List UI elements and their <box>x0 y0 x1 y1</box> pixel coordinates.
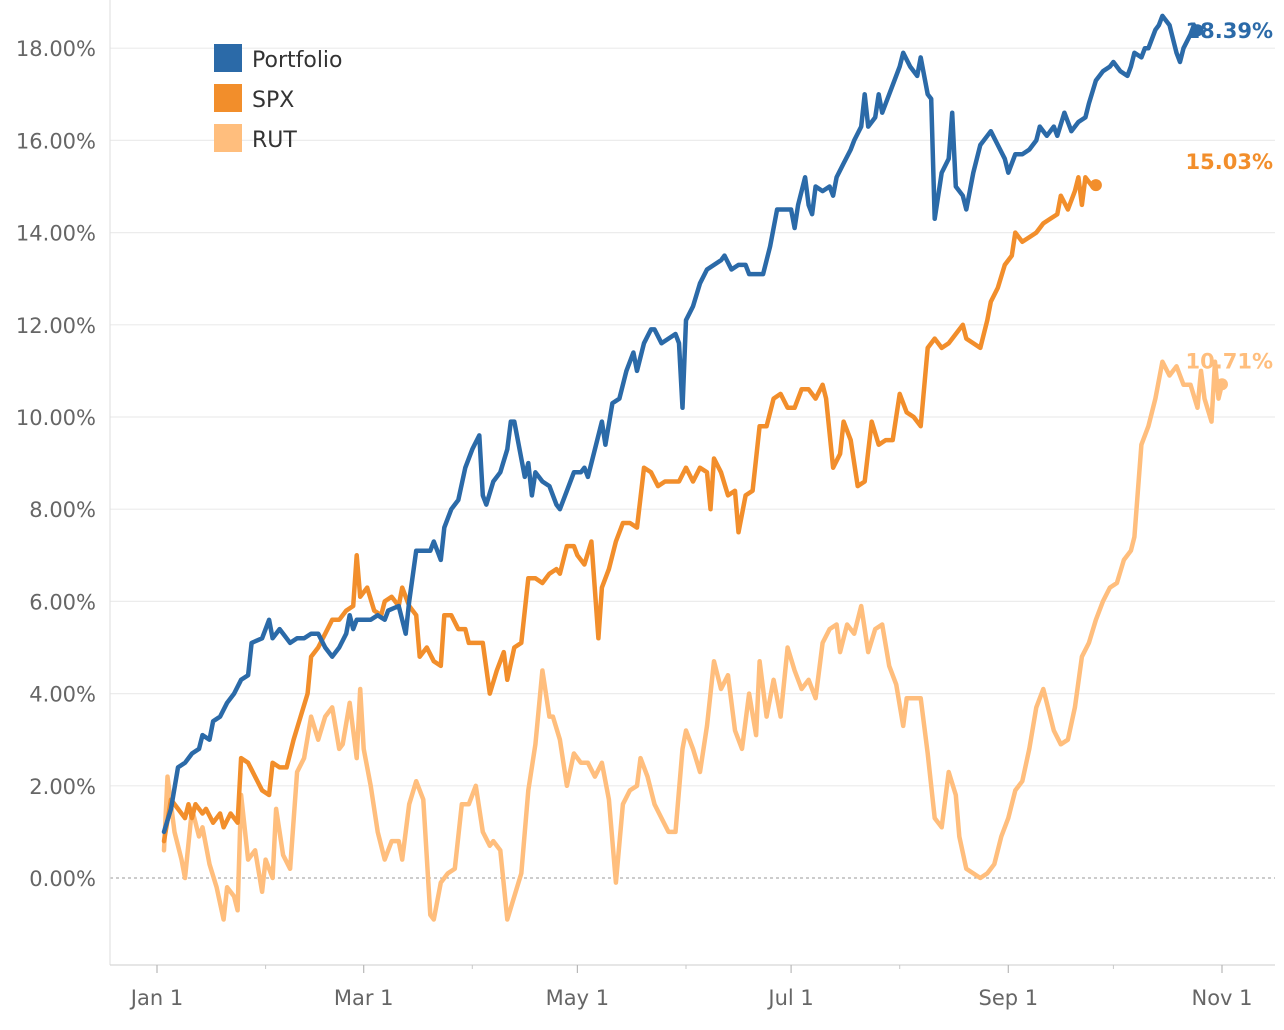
end-value-label-portfolio: 18.39% <box>1186 19 1273 43</box>
series-line-rut <box>161 359 1225 922</box>
series-end-marker-rut <box>1216 378 1228 391</box>
y-tick-label: 0.00% <box>29 867 96 891</box>
y-tick-label: 18.00% <box>16 37 96 61</box>
legend-label-portfolio: Portfolio <box>252 48 343 73</box>
legend-swatch-rut <box>214 124 242 152</box>
legend-label-spx: SPX <box>252 88 294 113</box>
legend: Portfolio SPX RUT <box>214 44 343 153</box>
end-value-label-spx: 15.03% <box>1186 150 1273 174</box>
end-labels: 18.39% 15.03% 10.71% <box>1186 19 1273 373</box>
legend-swatch-portfolio <box>214 44 242 72</box>
axes: 0.00% 2.00% 4.00% 6.00% 8.00% 10.00% 12.00% 14.… <box>16 0 1275 1010</box>
x-tick-label: Jul 1 <box>766 986 813 1010</box>
y-tick-label: 4.00% <box>29 683 96 707</box>
x-tick-label: Jan 1 <box>129 986 183 1010</box>
y-tick-label: 10.00% <box>16 406 96 430</box>
y-tick-label: 12.00% <box>16 314 96 338</box>
y-tick-label: 16.00% <box>16 129 96 153</box>
x-tick-label: Nov 1 <box>1191 986 1252 1010</box>
y-tick-label: 8.00% <box>29 498 96 522</box>
legend-swatch-spx <box>214 84 242 112</box>
series-end-marker-spx <box>1089 179 1102 192</box>
x-tick-label: Sep 1 <box>978 986 1038 1010</box>
series-line-spx <box>161 175 1099 844</box>
x-tick-label: Mar 1 <box>334 986 394 1010</box>
y-tick-label: 14.00% <box>16 222 96 246</box>
end-value-label-rut: 10.71% <box>1186 349 1273 373</box>
series-line-portfolio <box>161 13 1200 835</box>
legend-label-rut: RUT <box>252 128 297 153</box>
grid-lines <box>110 47 1275 879</box>
series-lines <box>161 13 1228 922</box>
y-tick-label: 6.00% <box>29 590 96 614</box>
x-tick-label: May 1 <box>546 986 609 1010</box>
y-tick-label: 2.00% <box>29 775 96 799</box>
series-end-marker-portfolio <box>1191 24 1204 37</box>
